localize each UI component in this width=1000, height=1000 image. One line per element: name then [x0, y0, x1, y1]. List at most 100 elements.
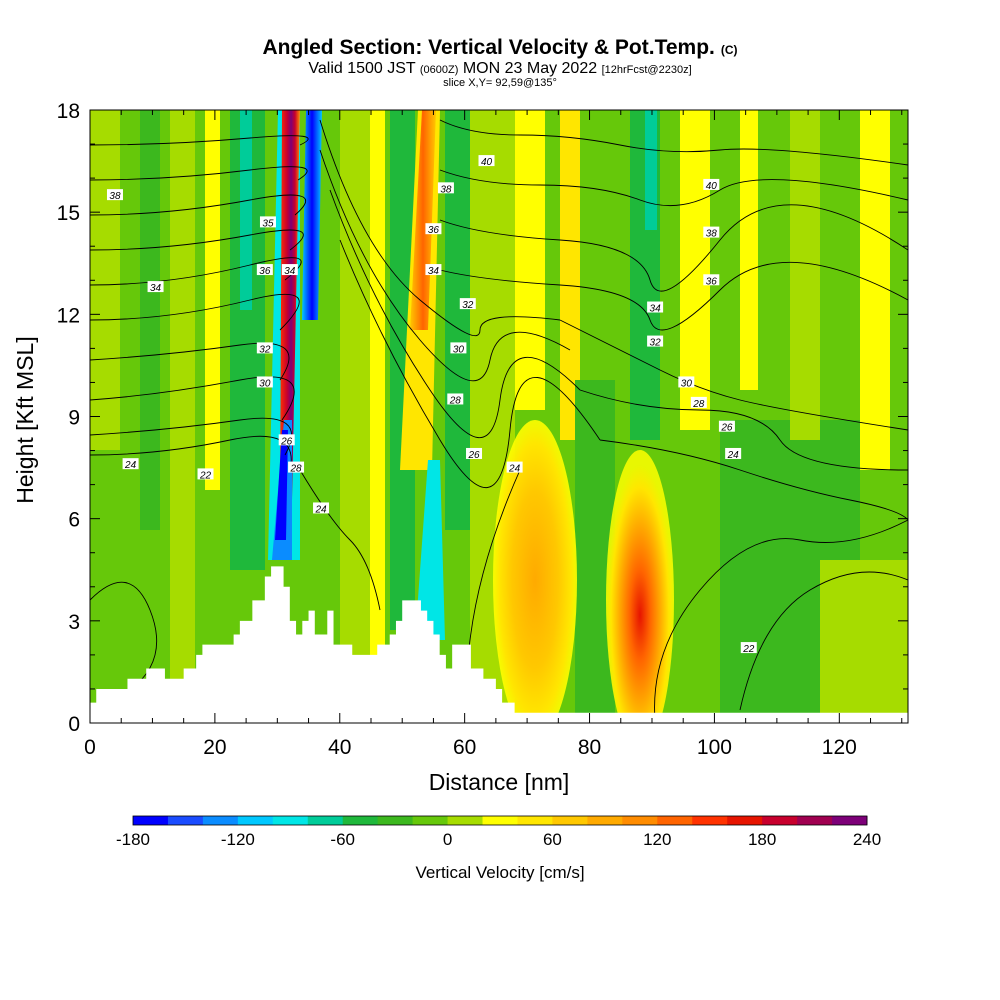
theta-contour-label: 38: [703, 226, 720, 240]
theta-label-text: 40: [481, 157, 493, 168]
terrain: [90, 566, 908, 723]
colorbar-tick-label: -60: [330, 830, 355, 849]
field-updraft-4: [606, 450, 674, 723]
field-lower-downdraft-core: [275, 430, 288, 540]
theta-contour-label: 22: [197, 468, 214, 481]
theta-contour-label: 40: [478, 155, 495, 168]
theta-label-box: [447, 393, 464, 405]
colorbar-swatch: [272, 816, 309, 825]
colorbar-tick-label: 240: [853, 830, 881, 849]
theta-contour-label: 38: [106, 189, 123, 202]
theta-label-text: 34: [150, 283, 162, 294]
colorbar-tick-label: 180: [748, 830, 776, 849]
field-upper-downdraft: [302, 110, 322, 320]
theta-label-box: [466, 447, 483, 459]
colorbar-swatch: [342, 816, 379, 825]
theta-line: [90, 417, 293, 456]
slice-subtitle: slice X,Y= 92,59@135°: [443, 77, 557, 89]
theta-label-box: [506, 461, 523, 473]
forecast-label: [12hrFcst@2230z]: [601, 64, 692, 76]
colorbar-swatch: [202, 816, 239, 825]
colorbar-swatch: [237, 816, 274, 825]
theta-label-text: 36: [259, 266, 271, 277]
colorbar: -180 -120 -60 0 60 120 180 240: [116, 815, 881, 849]
theta-label-box: [425, 264, 442, 276]
vertical-velocity-field: [90, 110, 908, 723]
theta-label-text: 38: [440, 184, 452, 195]
theta-label-text: 38: [706, 229, 718, 240]
theta-contour-label: 34: [281, 264, 298, 277]
field-band-lime-5: [820, 560, 908, 720]
valid-date: MON 23 May 2022: [462, 60, 598, 77]
theta-label-box: [256, 376, 273, 388]
theta-contour-label: 34: [147, 281, 164, 294]
field-downdraft-2: [415, 460, 445, 640]
field-updraft-3: [493, 420, 577, 723]
y-tick-label: 15: [57, 202, 80, 225]
theta-contour-label: 36: [703, 274, 720, 287]
theta-label-text: 26: [720, 423, 733, 434]
theta-label-box: [740, 642, 757, 654]
theta-contour-label: 32: [459, 298, 476, 311]
field-band-yellow-7: [860, 110, 890, 470]
colorbar-swatch: [657, 816, 693, 825]
colorbar-swatch: [587, 816, 623, 825]
x-tick-label: 40: [328, 736, 351, 759]
x-tick-label: 60: [453, 736, 476, 759]
theta-line: [599, 439, 908, 521]
theta-label-text: 30: [453, 344, 465, 355]
theta-line: [90, 435, 292, 471]
theta-line: [299, 469, 381, 611]
y-tick-label: 9: [68, 407, 80, 430]
theta-label-text: 26: [280, 436, 293, 447]
theta-label-box: [106, 189, 123, 201]
theta-line: [439, 169, 908, 207]
x-axis-label: Distance [nm]: [429, 769, 570, 795]
field-band-yellow-6: [740, 110, 758, 390]
theta-label-text: 24: [727, 450, 740, 461]
theta-contour-label: 26: [466, 447, 483, 461]
colorbar-swatch: [727, 816, 763, 825]
theta-line: [90, 342, 290, 381]
colorbar-tick-label: 60: [543, 830, 562, 849]
theta-label-box: [281, 264, 298, 276]
valid-utc: (0600Z): [419, 64, 459, 76]
theta-contour-label: 26: [278, 434, 295, 447]
theta-contour-label: 34: [647, 301, 664, 315]
theta-line: [654, 519, 908, 721]
title-main: Angled Section: Vertical Velocity & Pot.…: [262, 36, 715, 59]
theta-label-text: 32: [462, 300, 474, 311]
theta-label-text: 22: [742, 644, 755, 655]
colorbar-swatch: [307, 816, 344, 825]
theta-contour-label: 32: [256, 342, 273, 355]
theta-label-box: [459, 298, 476, 310]
theta-label-text: 22: [199, 470, 212, 481]
theta-label-box: [478, 155, 495, 167]
theta-label-box: [256, 342, 273, 354]
colorbar-swatch: [482, 816, 518, 825]
theta-contour-label: 24: [313, 502, 330, 515]
colorbar-swatch: [622, 816, 658, 825]
theta-line: [90, 166, 308, 181]
theta-contour-lines: [90, 119, 908, 721]
theta-line: [319, 119, 561, 337]
theta-label-text: 30: [259, 378, 271, 389]
theta-contour-label: 30: [256, 376, 273, 389]
colorbar-swatch: [447, 816, 484, 825]
theta-contour-label: 35: [259, 216, 276, 229]
colorbar-swatch: [377, 816, 414, 825]
colorbar-swatch: [797, 816, 833, 825]
theta-label-text: 35: [262, 218, 274, 229]
theta-contour-label: 30: [678, 376, 695, 389]
colorbar-swatch: [412, 816, 449, 825]
theta-label-box: [278, 434, 295, 446]
theta-contour-label: 24: [506, 461, 523, 475]
theta-label-text: 38: [109, 191, 121, 202]
theta-line: [90, 376, 295, 421]
theta-line: [90, 229, 304, 251]
theta-label-box: [425, 223, 442, 235]
theta-line: [559, 319, 908, 431]
theta-contour-label: 24: [122, 458, 139, 471]
colorbar-swatch: [552, 816, 588, 825]
